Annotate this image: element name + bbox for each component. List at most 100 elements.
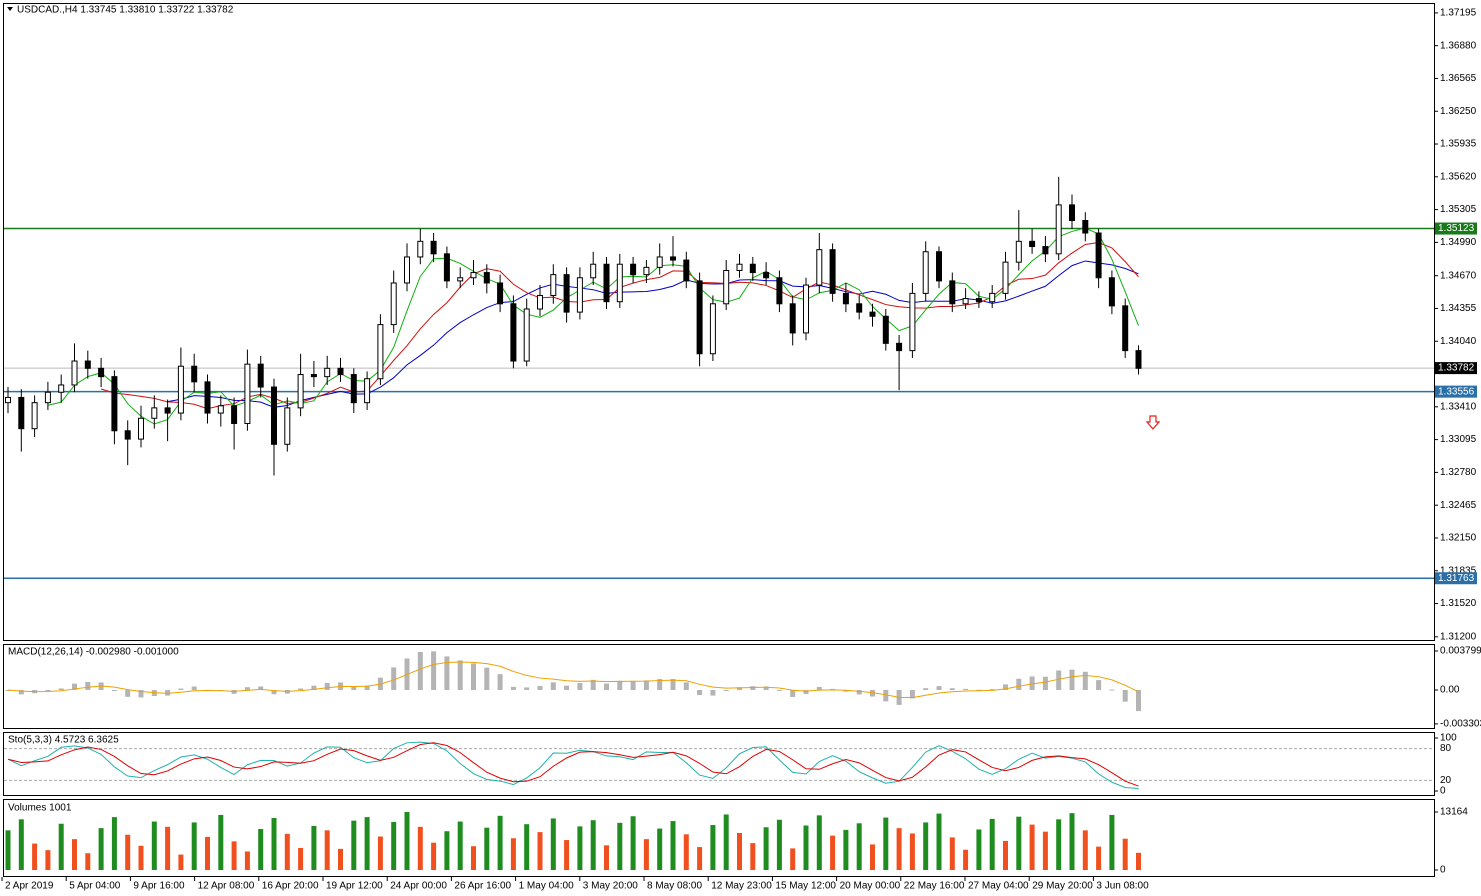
macd-bar (564, 685, 570, 690)
volume-bar (816, 815, 822, 870)
volume-bar (697, 847, 703, 870)
macd-bar (630, 680, 636, 690)
level-label-box (1435, 385, 1477, 398)
candle-body (1069, 204, 1075, 222)
candle-body (776, 277, 783, 305)
macd-bar (909, 689, 915, 699)
candle-body (497, 282, 504, 305)
candle-body (151, 407, 158, 419)
macd-bar (111, 689, 117, 691)
candle-body (31, 402, 38, 430)
volume-bar (856, 823, 862, 870)
macd-bar (1136, 689, 1141, 712)
volume-bar (909, 833, 915, 870)
macd-bar (417, 652, 423, 690)
macd-bar (457, 660, 463, 690)
macd-bar (85, 681, 91, 690)
volume-bar (763, 827, 769, 870)
y-tick-label: 1.31520 (1440, 598, 1477, 609)
candle-body (284, 407, 291, 445)
volume-bar (45, 850, 51, 870)
macd-bar (178, 688, 184, 690)
candle-body (204, 381, 211, 414)
current-price-box (1435, 362, 1477, 375)
volume-bar (32, 843, 38, 870)
volume-bar (72, 839, 77, 870)
volume-bar (590, 820, 596, 870)
macd-bar (138, 689, 144, 698)
candle-body (683, 259, 690, 282)
macd-bar (657, 679, 663, 690)
macd-bar (963, 688, 969, 690)
macd-bar (351, 686, 357, 690)
candle-body (962, 298, 969, 305)
macd-bar (763, 686, 769, 690)
volume-bar (178, 854, 184, 870)
macd-label: MACD(12,26,14) -0.002980 -0.001000 (8, 647, 179, 658)
candle-body (630, 263, 637, 276)
candle-body (377, 324, 384, 380)
volume-bar (524, 824, 530, 870)
macd-bar (989, 689, 995, 691)
y-tick-label: 1.32465 (1440, 500, 1477, 511)
candle-body (736, 263, 743, 271)
macd-bar (497, 674, 503, 690)
candle-body (789, 303, 796, 334)
macd-bar (191, 686, 197, 690)
volume-bar (205, 836, 210, 870)
current-price-label: 1.33782 (1438, 363, 1475, 374)
menu-triangle[interactable] (7, 7, 13, 11)
macd-bar (577, 683, 583, 690)
volume-bar (138, 845, 144, 870)
volume-bar (510, 838, 516, 870)
stoch-tick-label: 100 (1440, 733, 1457, 744)
macd-bar (923, 688, 929, 690)
candle-body (5, 396, 11, 404)
volume-bar (18, 819, 24, 870)
candle-body (576, 277, 583, 313)
candle-body (590, 263, 597, 279)
volume-bar (550, 818, 556, 870)
candle-body (191, 365, 198, 383)
y-tick-label: 1.33095 (1440, 434, 1477, 445)
macd-bar (710, 689, 716, 696)
volume-bar (231, 841, 237, 870)
macd-tick-label: 0.00 (1440, 685, 1460, 696)
level-label: 1.35123 (1438, 223, 1475, 234)
macd-bar (1003, 684, 1008, 690)
volume-bar (351, 820, 357, 870)
macd-bar (524, 687, 530, 690)
macd-bar (244, 687, 250, 690)
volume-tick-label: 13164 (1440, 807, 1468, 818)
volume-bar (311, 825, 317, 870)
macd-bar (45, 689, 51, 691)
volume-bar (604, 845, 609, 870)
volume-bar (737, 832, 742, 870)
volume-bar (165, 826, 171, 870)
volume-bar (324, 830, 330, 870)
candle-body (616, 263, 623, 303)
volume-bar (1136, 852, 1141, 870)
candle-body (124, 430, 131, 440)
candle-body (310, 374, 317, 378)
candle-body (656, 256, 663, 268)
volume-bar (790, 848, 796, 870)
x-tick-label: 22 May 16:00 (904, 881, 965, 892)
candle-body (84, 360, 91, 369)
volume-bar (218, 814, 224, 870)
macd-bar (298, 688, 304, 690)
macd-bar (803, 689, 809, 694)
y-tick-label: 1.36565 (1440, 73, 1477, 84)
candle-body (723, 269, 730, 305)
volume-bar (643, 839, 649, 870)
candle-body (869, 311, 876, 317)
volume-bar (949, 837, 955, 870)
stoch-tick-label: 80 (1440, 743, 1452, 754)
macd-bar (324, 682, 330, 690)
y-tick-label: 1.32150 (1440, 533, 1477, 544)
macd-tick-label: 0.003799 (1440, 646, 1481, 657)
macd-bar (471, 663, 476, 690)
macd-bar (311, 685, 317, 690)
volume-bar (723, 814, 729, 870)
volume-tick-label: 0 (1440, 865, 1446, 876)
